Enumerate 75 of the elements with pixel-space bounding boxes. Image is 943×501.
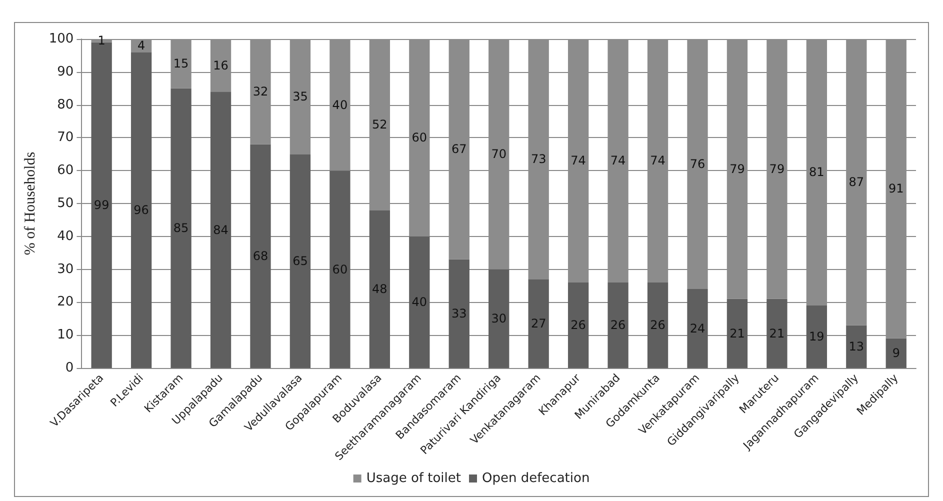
data-label: 15 bbox=[173, 56, 189, 71]
bar bbox=[130, 52, 152, 368]
bar bbox=[687, 289, 708, 368]
data-label: 60 bbox=[412, 130, 428, 145]
y-tick-label: 0 bbox=[65, 360, 74, 376]
bar bbox=[250, 144, 271, 368]
y-tick-label: 70 bbox=[57, 130, 74, 146]
y-tick-label: 60 bbox=[57, 163, 74, 178]
data-label: 99 bbox=[94, 198, 110, 212]
bar bbox=[448, 259, 470, 368]
data-label: 74 bbox=[650, 154, 666, 168]
y-tick-label: 50 bbox=[57, 196, 74, 211]
data-label: 21 bbox=[730, 326, 745, 340]
bar bbox=[170, 88, 192, 368]
data-label: 26 bbox=[650, 318, 666, 332]
bar bbox=[568, 282, 589, 368]
data-label: 4 bbox=[137, 38, 146, 53]
data-label: 30 bbox=[491, 312, 506, 326]
data-label: 40 bbox=[412, 295, 428, 310]
data-label: 24 bbox=[690, 322, 706, 336]
data-label: 76 bbox=[690, 157, 706, 172]
data-label: 65 bbox=[292, 254, 308, 268]
bar bbox=[647, 282, 668, 368]
data-label: 79 bbox=[730, 162, 745, 176]
y-tick-label: 40 bbox=[57, 228, 74, 244]
data-label: 26 bbox=[610, 318, 626, 332]
data-label: 48 bbox=[372, 282, 388, 296]
data-label: 32 bbox=[252, 84, 268, 99]
data-label: 21 bbox=[769, 326, 785, 340]
data-label: 26 bbox=[570, 318, 586, 332]
data-label: 35 bbox=[292, 90, 308, 104]
bar bbox=[726, 298, 748, 368]
data-label: 74 bbox=[570, 154, 586, 168]
data-label: 96 bbox=[134, 203, 149, 218]
bar bbox=[409, 236, 430, 368]
data-label: 73 bbox=[530, 152, 546, 166]
y-tick-label: 80 bbox=[57, 97, 74, 112]
data-label: 87 bbox=[848, 175, 864, 190]
bar bbox=[290, 154, 311, 368]
data-label: 40 bbox=[332, 98, 348, 112]
bar bbox=[528, 279, 549, 368]
y-tick-label: 100 bbox=[48, 32, 74, 46]
bar bbox=[369, 210, 390, 368]
data-label: 16 bbox=[213, 58, 228, 72]
data-label: 52 bbox=[372, 118, 388, 132]
y-tick-label: 10 bbox=[57, 328, 74, 343]
bar bbox=[608, 282, 628, 368]
data-label: 33 bbox=[451, 306, 467, 321]
data-label: 19 bbox=[809, 330, 824, 344]
legend-label: Usage of toilet bbox=[366, 471, 461, 486]
data-label: 81 bbox=[809, 165, 824, 180]
data-label: 70 bbox=[491, 147, 506, 162]
y-tick-label: 20 bbox=[57, 294, 74, 310]
data-label: 79 bbox=[769, 162, 785, 176]
y-tick-label: 30 bbox=[57, 262, 74, 277]
data-label: 67 bbox=[451, 142, 467, 156]
bar bbox=[886, 338, 906, 368]
bar bbox=[806, 305, 828, 368]
y-axis-title: % of Households bbox=[22, 152, 38, 256]
y-tick-label: 90 bbox=[57, 64, 74, 80]
data-label: 74 bbox=[610, 154, 626, 168]
bar bbox=[766, 298, 788, 368]
data-label: 68 bbox=[252, 249, 268, 264]
data-label: 13 bbox=[848, 340, 864, 354]
bar bbox=[210, 92, 232, 368]
data-label: 84 bbox=[213, 222, 228, 237]
data-label: 60 bbox=[332, 262, 348, 276]
bar bbox=[488, 269, 510, 368]
data-label: 9 bbox=[892, 346, 900, 360]
bar bbox=[846, 325, 867, 368]
data-label: 85 bbox=[173, 221, 189, 236]
data-label: 91 bbox=[888, 182, 904, 196]
bar bbox=[330, 170, 350, 368]
data-label: 27 bbox=[530, 316, 546, 331]
legend-label: Open defecation bbox=[482, 471, 590, 486]
